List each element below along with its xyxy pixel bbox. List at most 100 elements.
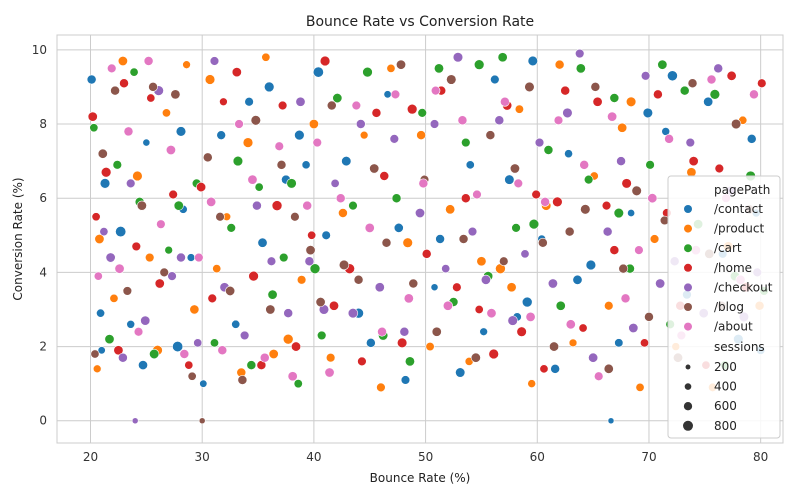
data-point (206, 196, 217, 207)
data-point (644, 312, 654, 322)
data-point (184, 360, 194, 370)
data-point (547, 278, 558, 289)
x-tick-label: 20 (83, 450, 98, 464)
data-point (90, 349, 100, 359)
data-point (307, 230, 317, 240)
data-point (146, 93, 156, 103)
data-point (446, 74, 457, 85)
data-point (369, 163, 380, 174)
data-point (575, 63, 586, 74)
data-point (279, 252, 289, 263)
data-point (703, 96, 714, 107)
data-point (277, 100, 288, 111)
data-point (145, 252, 155, 263)
data-point (257, 237, 268, 248)
data-point (396, 59, 407, 70)
x-tick-label: 40 (306, 450, 321, 464)
data-point (460, 193, 471, 204)
data-point (287, 371, 298, 382)
data-point (486, 308, 497, 319)
data-point (404, 356, 415, 367)
y-tick-label: 2 (39, 340, 47, 354)
data-point (304, 256, 315, 267)
data-point (156, 219, 166, 229)
data-point (476, 256, 487, 267)
data-point (131, 241, 142, 252)
data-point (381, 237, 392, 248)
data-point (709, 89, 721, 100)
data-point (122, 286, 133, 296)
data-point (326, 100, 337, 111)
y-tick-label: 6 (39, 191, 47, 205)
data-point (554, 59, 565, 70)
data-point (247, 174, 258, 185)
data-point (433, 63, 444, 74)
data-point (129, 67, 139, 77)
data-point (647, 193, 658, 204)
data-point (664, 134, 674, 144)
legend-marker (684, 283, 692, 292)
data-point (293, 379, 303, 389)
data-point (642, 107, 654, 119)
data-point (588, 352, 599, 363)
legend: pagePath /contact/product/cart/home/chec… (667, 175, 781, 439)
data-point (114, 263, 125, 274)
data-point (99, 178, 111, 189)
legend-size-label: 400 (714, 380, 737, 394)
data-point (534, 137, 545, 148)
data-point (266, 256, 277, 266)
data-point (341, 156, 352, 167)
data-point (455, 367, 466, 378)
legend-marker (684, 303, 692, 311)
data-point (219, 97, 228, 107)
data-point (118, 352, 128, 363)
data-point (182, 60, 191, 69)
data-point (390, 89, 401, 100)
data-point (614, 338, 624, 348)
data-point (89, 123, 99, 133)
data-point (100, 167, 112, 178)
data-point (225, 285, 236, 296)
data-point (538, 237, 548, 248)
data-point (104, 334, 115, 345)
data-point (635, 382, 645, 392)
data-point (578, 323, 588, 333)
data-point (525, 311, 536, 322)
legend-hue-title: pagePath (714, 183, 770, 197)
data-point (457, 115, 468, 126)
data-point (565, 319, 576, 330)
data-point (461, 137, 471, 148)
data-point (408, 278, 419, 289)
y-tick-label: 4 (39, 265, 47, 279)
data-point (429, 119, 440, 129)
data-point (199, 379, 208, 388)
data-point (87, 111, 98, 122)
data-point (400, 375, 411, 385)
data-point (377, 326, 387, 337)
data-point (379, 171, 390, 181)
data-point (133, 327, 144, 337)
data-point (497, 52, 508, 63)
data-point (513, 178, 523, 189)
legend-size-marker (685, 364, 691, 370)
data-point (179, 349, 190, 359)
data-point (338, 208, 348, 218)
data-point (259, 352, 270, 363)
data-point (123, 126, 134, 137)
data-point (231, 319, 241, 329)
data-point (467, 226, 478, 237)
data-point (164, 245, 173, 255)
data-point (232, 155, 244, 167)
data-point (474, 304, 484, 314)
data-point (609, 93, 620, 103)
data-point (302, 200, 313, 211)
data-point (553, 115, 564, 126)
data-point (290, 212, 300, 222)
data-point (301, 160, 311, 170)
data-point (458, 234, 469, 244)
legend-entry-label: /about (714, 320, 753, 334)
data-point (590, 82, 601, 92)
data-point (107, 63, 117, 74)
data-point (416, 130, 426, 140)
data-point (452, 282, 462, 292)
